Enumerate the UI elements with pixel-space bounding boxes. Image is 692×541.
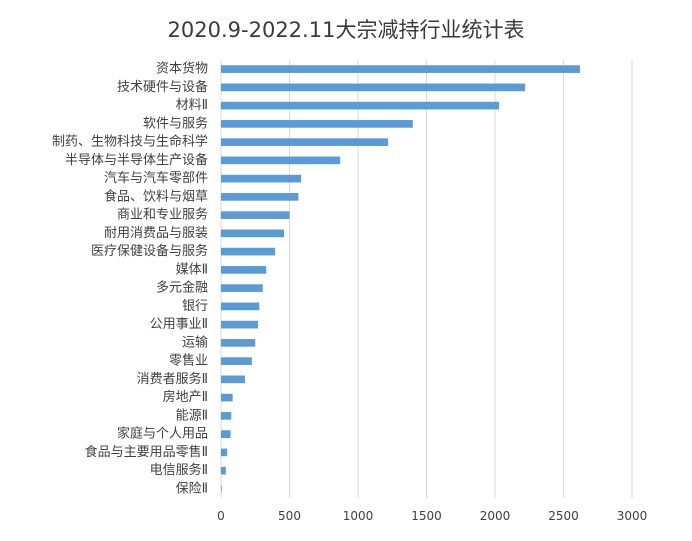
bar — [221, 229, 285, 238]
grid-lines — [220, 60, 633, 498]
x-tick-label: 3000 — [617, 509, 648, 523]
x-tick-label: 2500 — [548, 509, 579, 523]
bar — [221, 375, 245, 384]
bar — [221, 101, 500, 110]
category-label: 保险Ⅱ — [176, 481, 208, 496]
category-label: 资本货物 — [156, 61, 208, 77]
bar — [221, 193, 299, 201]
bar — [221, 138, 389, 146]
category-label: 汽车与汽车零部件 — [104, 170, 208, 186]
category-label: 软件与服务 — [143, 115, 208, 131]
category-label: 多元金融 — [156, 280, 208, 296]
x-tick-label: 0 — [217, 509, 225, 523]
x-tick-label: 2000 — [480, 509, 511, 523]
category-label: 技术硬件与设备 — [117, 79, 208, 95]
x-tick-label: 500 — [278, 509, 301, 523]
category-label: 零售业 — [169, 353, 208, 369]
category-label: 商业和专业服务 — [117, 207, 208, 223]
bar — [221, 412, 232, 420]
category-label: 媒体Ⅱ — [176, 262, 208, 277]
category-label: 电信服务Ⅱ — [150, 462, 208, 478]
bar — [221, 174, 302, 183]
category-label: 耐用消费品与服装 — [104, 226, 208, 241]
bar — [221, 284, 263, 292]
bar — [221, 466, 226, 475]
x-axis-tick-labels: 0 500 1000 1500 2000 2500 3000 — [217, 509, 647, 523]
category-label: 食品与主要用品零售Ⅱ — [85, 444, 208, 460]
category-label: 家庭与个人用品 — [117, 426, 208, 442]
bar — [221, 485, 222, 493]
bar — [221, 393, 233, 402]
bar — [221, 448, 228, 457]
bar — [221, 247, 276, 256]
category-label: 制药、生物科技与生命科学 — [52, 134, 208, 150]
category-label: 运输 — [182, 334, 208, 350]
bar — [221, 302, 260, 311]
category-label: 能源Ⅱ — [176, 408, 208, 423]
category-label: 食品、饮料与烟草 — [104, 188, 208, 204]
category-label: 消费者服务Ⅱ — [137, 371, 208, 387]
category-label: 银行 — [182, 299, 208, 314]
bar — [221, 120, 413, 128]
category-label: 材料Ⅱ — [176, 98, 208, 113]
category-label: 公用事业Ⅱ — [150, 317, 208, 332]
bar — [221, 339, 256, 347]
category-label: 半导体与半导体生产设备 — [65, 152, 208, 168]
x-tick-label: 1000 — [343, 509, 374, 523]
bar — [221, 320, 258, 329]
category-label: 房地产Ⅱ — [163, 389, 208, 405]
bars — [221, 65, 580, 493]
bar — [221, 211, 290, 219]
chart-title: 2020.9-2022.11大宗减持行业统计表 — [167, 18, 525, 42]
bar — [221, 266, 267, 274]
bar — [221, 156, 341, 165]
bar — [221, 430, 231, 438]
bar — [221, 357, 252, 365]
x-tick-label: 1500 — [411, 509, 442, 523]
bar — [221, 65, 580, 73]
bar — [221, 83, 526, 92]
category-label: 医疗保健设备与服务 — [91, 243, 208, 259]
